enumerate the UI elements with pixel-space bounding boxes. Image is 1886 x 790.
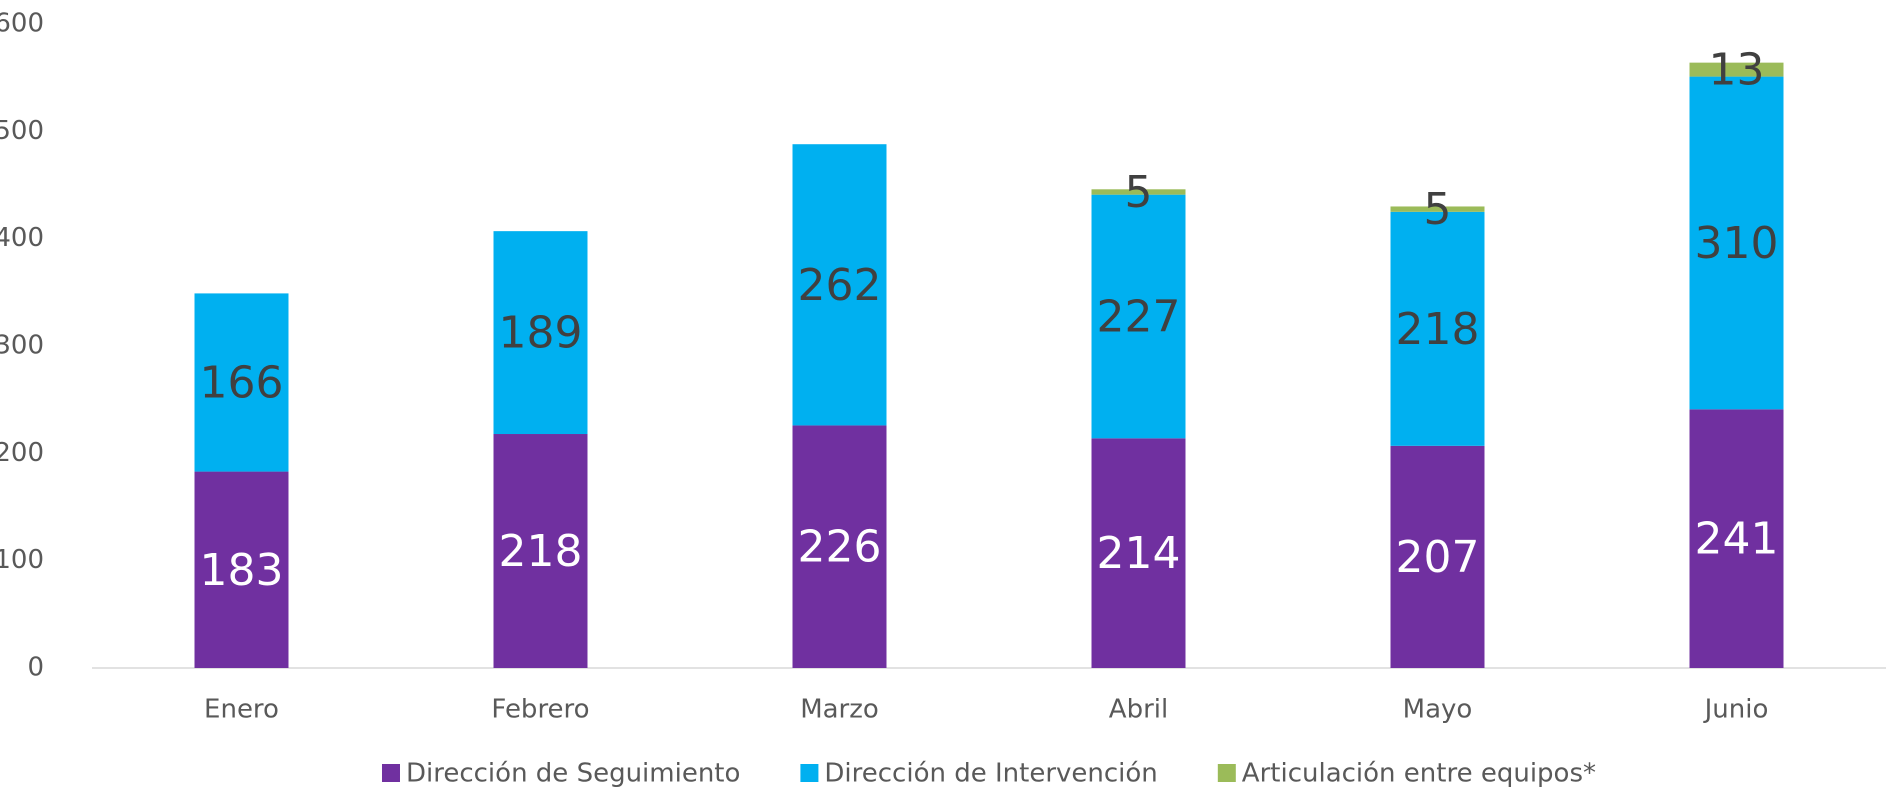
x-tick-label: Mayo	[1403, 695, 1473, 725]
bar-segment	[194, 471, 289, 668]
bar-segment	[1689, 76, 1784, 410]
y-tick-label: 0	[27, 653, 44, 683]
bar-segment	[1091, 438, 1186, 668]
y-tick-label: 200	[0, 438, 44, 468]
bar-segment	[493, 434, 588, 668]
y-tick-label: 600	[0, 9, 44, 39]
bar-segment	[1390, 445, 1485, 668]
x-tick-label: Marzo	[800, 695, 879, 725]
data-label: 218	[499, 526, 583, 577]
bar-segment	[1689, 409, 1784, 668]
data-label: 310	[1695, 218, 1779, 269]
data-label: 189	[499, 308, 583, 359]
data-label: 183	[200, 545, 284, 596]
legend-swatch	[381, 764, 400, 782]
data-label: 218	[1396, 304, 1480, 355]
bar-segment	[1689, 62, 1784, 77]
bar-segment	[1390, 206, 1485, 212]
legend-swatch	[1217, 764, 1236, 782]
data-label: 226	[798, 522, 882, 573]
data-label: 207	[1396, 532, 1480, 583]
bar-segment	[1390, 211, 1485, 446]
bar-segment	[1091, 194, 1186, 439]
legend-swatch	[800, 764, 819, 782]
data-label: 241	[1695, 514, 1779, 565]
x-tick-label: Febrero	[491, 695, 589, 725]
data-label: 227	[1097, 291, 1181, 342]
bar-segment	[792, 425, 887, 668]
data-label: 5	[1125, 167, 1153, 218]
data-label: 13	[1709, 45, 1765, 96]
x-tick-label: Junio	[1703, 695, 1769, 725]
bar-segment	[493, 231, 588, 435]
bar-segment	[792, 144, 887, 426]
bar-segment	[194, 293, 289, 472]
data-label: 262	[798, 260, 882, 311]
x-tick-label: Enero	[204, 695, 279, 725]
data-label: 5	[1424, 184, 1452, 235]
legend-label: Articulación entre equipos*	[1242, 759, 1596, 789]
legend-label: Dirección de Intervención	[824, 759, 1157, 789]
y-tick-label: 100	[0, 545, 44, 575]
data-label: 166	[200, 357, 284, 408]
bar-segment	[1091, 189, 1186, 195]
data-label: 214	[1097, 528, 1181, 579]
legend-label: Dirección de Seguimiento	[406, 759, 740, 789]
y-tick-label: 400	[0, 223, 44, 253]
y-tick-label: 300	[0, 331, 44, 361]
y-tick-label: 500	[0, 116, 44, 146]
x-tick-label: Abril	[1109, 695, 1168, 725]
